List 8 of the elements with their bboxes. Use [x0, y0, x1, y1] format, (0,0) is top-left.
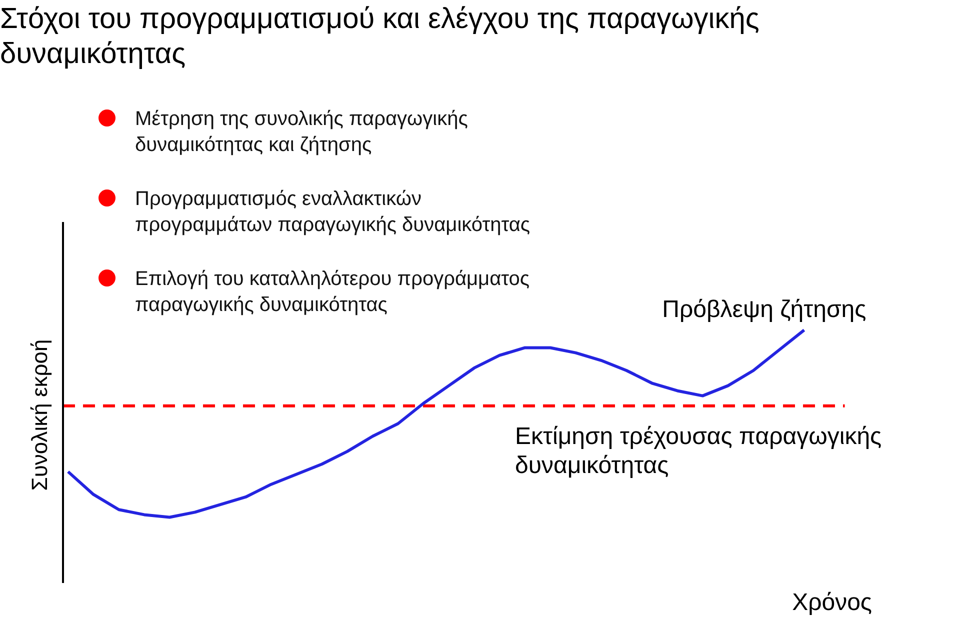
y-axis-title: Συνολική εκροή — [27, 339, 53, 491]
text: Επιλογή του καταλληλότερου προγράμματος παραγωγικής δυναμικότητας — [135, 267, 531, 318]
text: Μέτρηση της συνολικής παραγωγικής δυναμικότητας και ζήτησης — [135, 107, 469, 158]
chart-title: Στόχοι του προγραμματισμού και ελέγχου της παραγωγικής δυναμικότητας — [0, 2, 760, 72]
x-axis-title: Χρόνος — [792, 589, 872, 617]
ref-line-label: Εκτίμηση τρέχουσας παραγωγικής δυναμικότητας — [515, 422, 883, 480]
text: Προγραμματισμός εναλλακτικών προγραμμάτων παραγωγικής δυναμικότητας — [135, 187, 532, 238]
text: Πρόβλεψη ζήτησης — [662, 296, 866, 324]
